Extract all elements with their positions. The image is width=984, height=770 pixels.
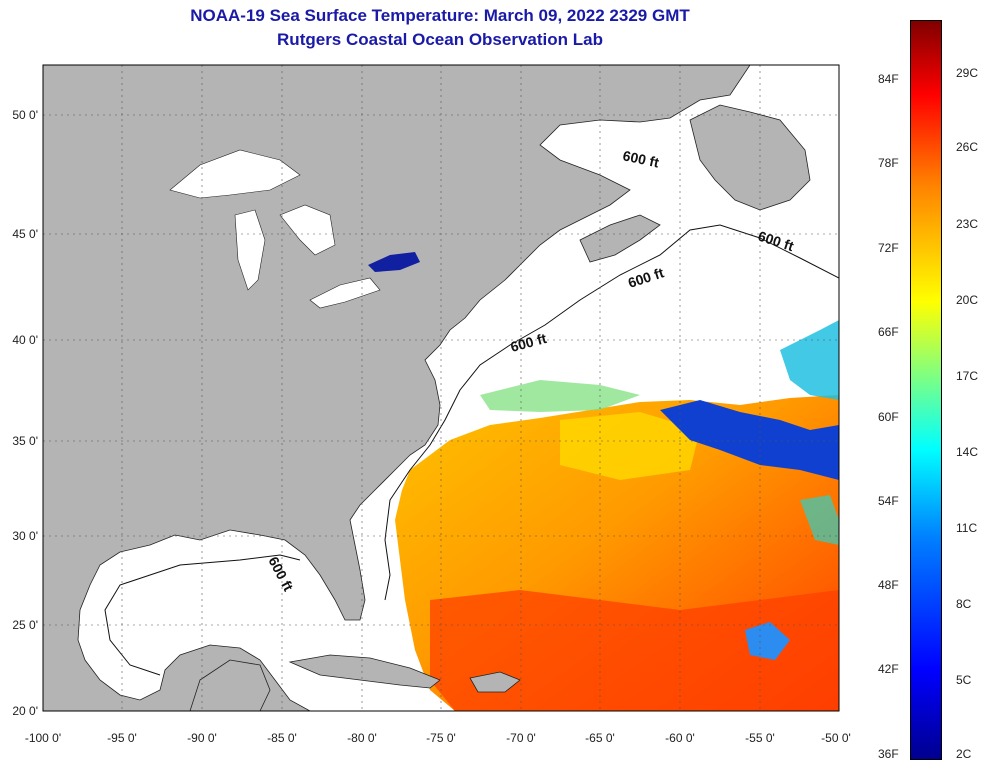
graticule (43, 65, 839, 711)
map-frame (42, 64, 840, 712)
map-subtitle: Rutgers Coastal Ocean Observation Lab (277, 30, 603, 49)
colorbar-c-label: 5C (956, 673, 972, 687)
lon-tick-label: -95 0' (107, 731, 137, 745)
lon-tick-label: -100 0' (25, 731, 61, 745)
sst-yellow-patch (560, 412, 700, 480)
north-america-land (43, 65, 751, 711)
lake-ontario-sst (368, 252, 420, 272)
lon-tick-label: -60 0' (665, 731, 695, 745)
lon-tick-label: -55 0' (745, 731, 775, 745)
yucatan-land (189, 659, 271, 711)
colorbar-c-label: 23C (956, 217, 979, 231)
lat-tick-label: 50 0' (12, 108, 38, 122)
colorbar-f-label: 42F (878, 662, 899, 676)
colorbar-f-label: 66F (878, 325, 899, 339)
colorbar-f-label: 36F (878, 747, 899, 761)
sst-teal-patch (800, 495, 839, 545)
colorbar-f-label: 78F (878, 156, 899, 170)
latitude-axis: 50 0' 45 0' 40 0' 35 0' 30 0' 25 0' 20 0… (12, 108, 38, 718)
colorbar-c-label: 2C (956, 747, 972, 761)
lat-tick-label: 30 0' (12, 529, 38, 543)
lat-tick-label: 40 0' (12, 333, 38, 347)
lon-tick-label: -70 0' (506, 731, 536, 745)
isobath-label: 600 ft (621, 147, 660, 170)
colorbar-c-label: 20C (956, 293, 979, 307)
lon-tick-label: -90 0' (187, 731, 217, 745)
colorbar-f-label: 48F (878, 578, 899, 592)
temperature-colorbar (910, 20, 942, 760)
isobath-600ft-line (104, 224, 839, 676)
nova-scotia-land (579, 214, 661, 263)
colorbar-c-label: 26C (956, 140, 979, 154)
sst-cold-region (660, 400, 839, 480)
colorbar-f-label: 72F (878, 241, 899, 255)
great-lakes (169, 149, 381, 309)
colorbar-c-label: 11C (956, 521, 978, 535)
colorbar-c-label: 14C (956, 445, 979, 459)
colorbar-c-label: 29C (956, 66, 979, 80)
lat-tick-label: 35 0' (12, 434, 38, 448)
colorbar-f-label: 84F (878, 72, 899, 86)
lon-tick-label: -50 0' (821, 731, 851, 745)
colorbar-f-label: 60F (878, 410, 899, 424)
colorbar-c-label: 8C (956, 597, 972, 611)
hispaniola-land (469, 671, 521, 693)
map-area (43, 65, 839, 711)
lat-tick-label: 25 0' (12, 618, 38, 632)
lat-tick-label: 20 0' (12, 704, 38, 718)
lon-tick-label: -75 0' (426, 731, 456, 745)
cuba-land (288, 654, 441, 689)
lat-tick-label: 45 0' (12, 227, 38, 241)
colorbar-c-label: 17C (956, 369, 979, 383)
sst-cool-patch-south (745, 622, 790, 660)
sst-red-band (430, 590, 839, 711)
map-title: NOAA-19 Sea Surface Temperature: March 0… (190, 6, 690, 25)
sst-green-patch (480, 380, 640, 412)
lon-tick-label: -80 0' (347, 731, 377, 745)
newfoundland-land (689, 104, 811, 211)
colorbar-f-label: 54F (878, 494, 899, 508)
lon-tick-label: -85 0' (267, 731, 297, 745)
lon-tick-label: -65 0' (585, 731, 615, 745)
longitude-axis: -100 0' -95 0' -90 0' -85 0' -80 0' -75 … (25, 731, 851, 745)
